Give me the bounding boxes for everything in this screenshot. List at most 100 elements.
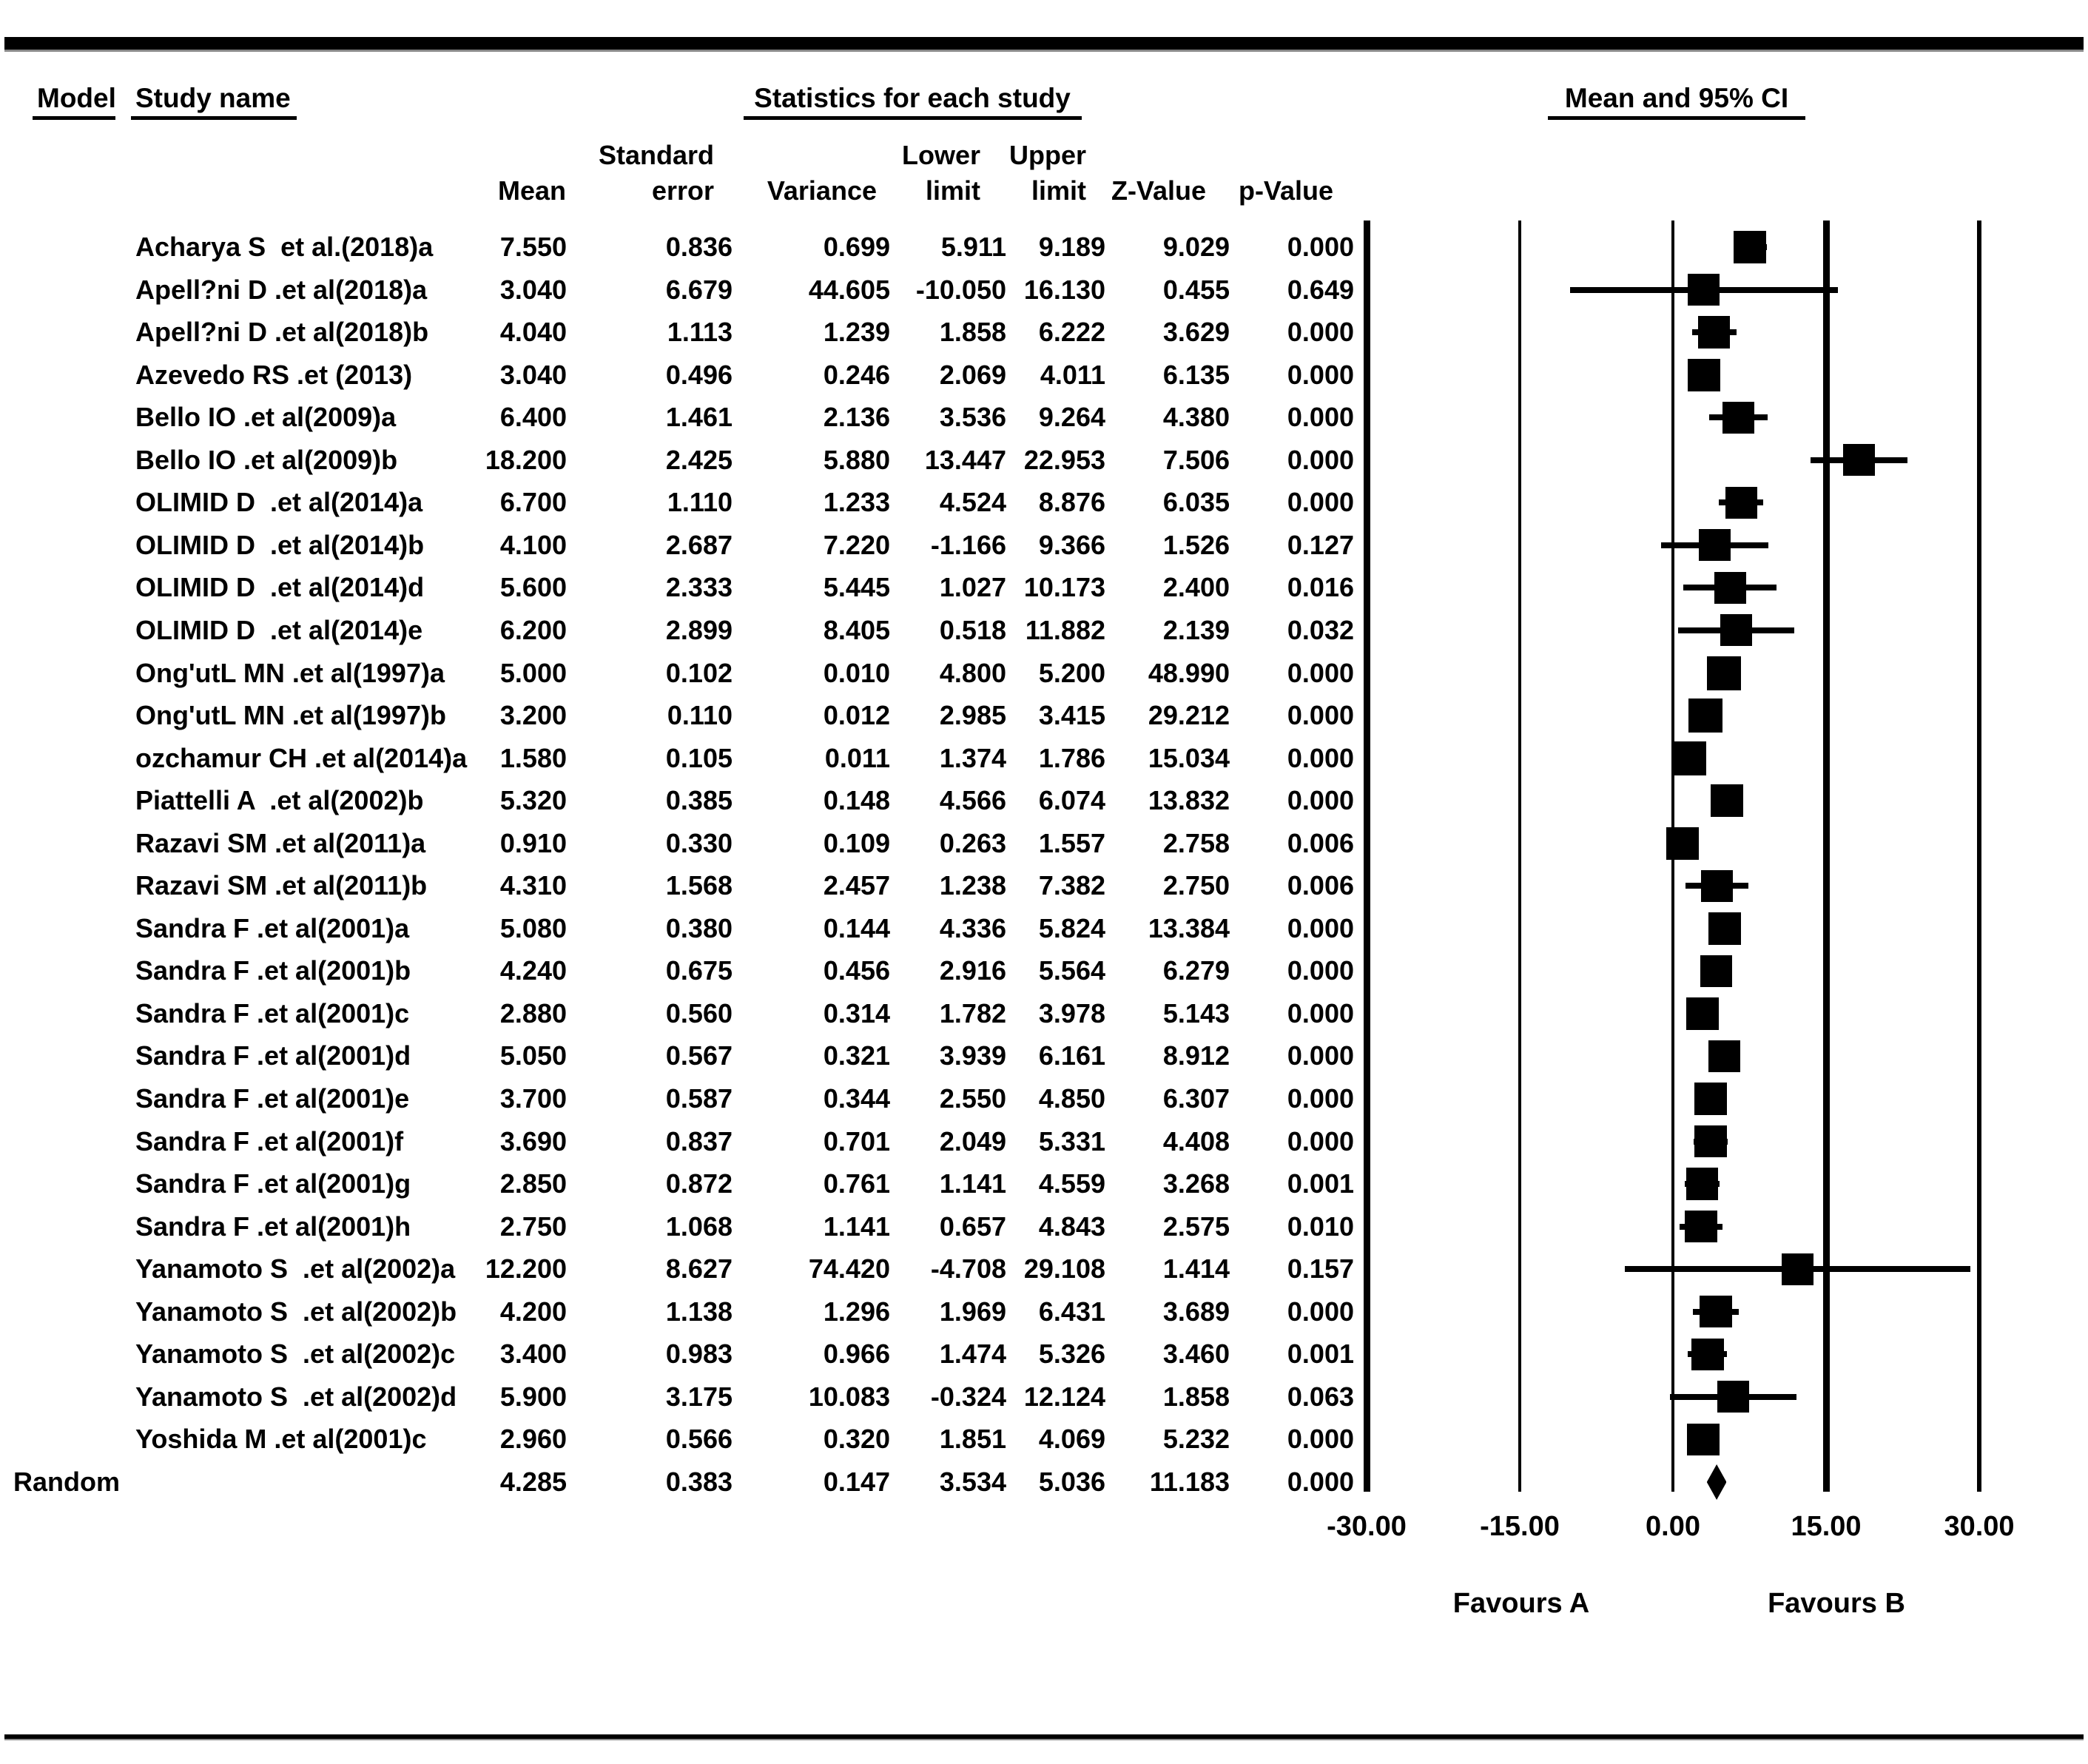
- stat-z-value: 15.034: [1148, 742, 1230, 773]
- top-rule: [4, 37, 2084, 50]
- stat-p-value: 0.000: [1287, 1466, 1354, 1497]
- stat-lower-limit: -1.166: [930, 529, 1006, 560]
- stat-p-value: 0.000: [1287, 700, 1354, 731]
- stat-standard-error: 8.627: [665, 1253, 733, 1285]
- study-name: Ong'utL MN .et al(1997)b: [135, 700, 446, 731]
- stat-variance: 7.220: [823, 529, 890, 560]
- stat-variance: 1.296: [823, 1296, 890, 1327]
- stat-z-value: 13.384: [1148, 912, 1230, 943]
- mean-square: [1725, 486, 1758, 519]
- mean-square: [1708, 1040, 1741, 1073]
- stat-upper-limit: 5.564: [1038, 955, 1105, 986]
- column-header-upper: Upper: [1008, 140, 1086, 170]
- stat-p-value: 0.000: [1287, 955, 1354, 986]
- stat-variance: 0.148: [823, 785, 890, 816]
- stat-z-value: 1.858: [1162, 1381, 1230, 1412]
- stat-variance: 0.456: [823, 955, 890, 986]
- stat-z-value: 2.750: [1162, 870, 1230, 901]
- stat-upper-limit: 1.786: [1038, 742, 1105, 773]
- stat-p-value: 0.000: [1287, 912, 1354, 943]
- stat-p-value: 0.157: [1287, 1253, 1354, 1285]
- stat-z-value: 2.575: [1162, 1211, 1230, 1242]
- stat-standard-error: 1.068: [665, 1211, 733, 1242]
- stat-lower-limit: 1.141: [939, 1168, 1006, 1199]
- stat-upper-limit: 10.173: [1023, 572, 1105, 603]
- stat-standard-error: 1.110: [667, 487, 733, 518]
- stat-p-value: 0.001: [1287, 1339, 1354, 1370]
- stat-p-value: 0.127: [1287, 529, 1354, 560]
- stat-standard-error: 0.110: [667, 700, 733, 731]
- mean-square: [1711, 784, 1744, 818]
- stat-standard-error: 1.568: [665, 870, 733, 901]
- stat-lower-limit: 2.550: [939, 1083, 1006, 1114]
- stat-z-value: 1.526: [1162, 529, 1230, 560]
- mean-square: [1685, 997, 1719, 1030]
- stat-standard-error: 0.836: [665, 232, 733, 262]
- mean-square: [1688, 698, 1723, 733]
- stat-standard-error: 6.679: [665, 274, 733, 305]
- stat-upper-limit: 5.036: [1038, 1466, 1105, 1497]
- mean-square: [1734, 231, 1766, 263]
- plot-gridline-30: [1977, 220, 1981, 1492]
- mean-square: [1691, 1338, 1724, 1370]
- statistics-header-underline: [744, 116, 1082, 120]
- study-name-header-underline: [131, 116, 297, 120]
- stat-p-value: 0.000: [1287, 742, 1354, 773]
- mean-square: [1720, 614, 1753, 647]
- stat-p-value: 0.000: [1287, 997, 1354, 1029]
- column-header-mean: Mean: [497, 175, 566, 206]
- stat-standard-error: 1.113: [667, 317, 733, 348]
- stat-lower-limit: -10.050: [915, 274, 1006, 305]
- mean-square: [1842, 444, 1875, 477]
- axis-tick-label: 15.00: [1791, 1511, 1862, 1542]
- stat-lower-limit: 3.534: [939, 1466, 1006, 1497]
- stat-variance: 0.147: [823, 1466, 890, 1497]
- column-header-limit: limit: [925, 175, 980, 206]
- study-name: ozchamur CH .et al(2014)a: [135, 742, 468, 773]
- stat-p-value: 0.000: [1287, 1125, 1354, 1157]
- stat-z-value: 7.506: [1162, 444, 1230, 475]
- stat-upper-limit: 16.130: [1023, 274, 1105, 305]
- stat-lower-limit: 1.474: [939, 1339, 1006, 1370]
- stat-lower-limit: 2.916: [939, 955, 1006, 986]
- model-header-underline: [33, 116, 115, 120]
- study-name: Yanamoto S .et al(2002)b: [135, 1296, 457, 1327]
- stat-variance: 0.314: [823, 997, 890, 1029]
- stat-standard-error: 0.675: [665, 955, 733, 986]
- study-name: Bello IO .et al(2009)b: [135, 444, 398, 475]
- stat-p-value: 0.010: [1287, 1211, 1354, 1242]
- stat-mean: 6.400: [499, 402, 567, 433]
- stat-mean: 3.690: [499, 1125, 567, 1157]
- study-name: Sandra F .et al(2001)a: [135, 912, 410, 943]
- stat-upper-limit: 6.431: [1038, 1296, 1105, 1327]
- stat-mean: 5.050: [499, 1040, 567, 1071]
- stat-upper-limit: 4.850: [1038, 1083, 1105, 1114]
- stat-upper-limit: 8.876: [1038, 487, 1105, 518]
- stat-standard-error: 2.687: [665, 529, 733, 560]
- stat-p-value: 0.000: [1287, 444, 1354, 475]
- stat-upper-limit: 4.069: [1038, 1424, 1105, 1455]
- stat-standard-error: 0.566: [665, 1424, 733, 1455]
- stat-mean: 2.750: [499, 1211, 567, 1242]
- stat-lower-limit: 2.985: [939, 700, 1006, 731]
- study-name: OLIMID D .et al(2014)e: [135, 614, 423, 645]
- stat-variance: 2.136: [823, 402, 890, 433]
- mean-square: [1685, 1210, 1717, 1243]
- stat-p-value: 0.016: [1287, 572, 1354, 603]
- stat-standard-error: 2.425: [665, 444, 733, 475]
- stat-standard-error: 1.138: [665, 1296, 733, 1327]
- stat-variance: 74.420: [808, 1253, 890, 1285]
- stat-upper-limit: 1.557: [1038, 827, 1105, 858]
- stat-lower-limit: 0.263: [939, 827, 1006, 858]
- stat-mean: 7.550: [499, 232, 567, 262]
- axis-tick-label: 30.00: [1944, 1511, 2015, 1542]
- stat-lower-limit: 4.566: [939, 785, 1006, 816]
- stat-p-value: 0.000: [1287, 657, 1354, 688]
- column-header-variance: Variance: [767, 175, 877, 206]
- study-name-header: Study name: [135, 83, 291, 113]
- stat-mean: 2.960: [499, 1424, 567, 1455]
- study-name: OLIMID D .et al(2014)a: [135, 487, 423, 518]
- stat-standard-error: 0.380: [665, 912, 733, 943]
- stat-variance: 0.320: [823, 1424, 890, 1455]
- stat-mean: 4.240: [499, 955, 567, 986]
